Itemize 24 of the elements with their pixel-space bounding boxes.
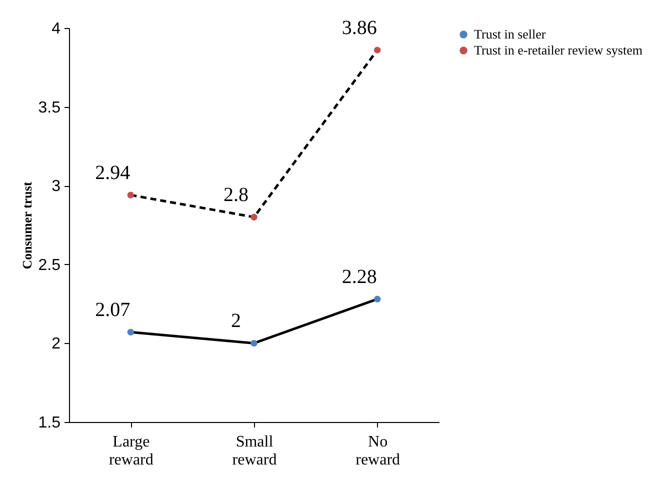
y-tick-label: 2.5 [38,256,61,274]
data-label: 2.94 [95,162,130,184]
point [127,328,134,336]
point [250,214,258,220]
point [374,46,381,54]
x-tick-label: No reward [356,434,400,468]
data-label: 3.86 [342,17,377,40]
y-tick-label: 3.5 [38,99,61,116]
y-tick-label: 2 [52,336,61,353]
data-label: 2.07 [95,299,130,322]
y-tick-label: 4 [52,20,61,38]
y-axis-title: Consumer trust [19,181,34,270]
x-tick-label: Large reward [108,434,154,468]
legend-label: Trust in seller [474,26,546,42]
data-label: 2.28 [342,266,377,288]
x-tick-label: Small reward [232,434,277,468]
point [127,192,134,198]
legend-label: Trust in e-retailer review system [474,42,642,58]
point [250,340,258,347]
data-label: 2.8 [224,184,248,206]
data-label: 2 [231,310,241,332]
y-tick-label: 1.5 [38,414,61,432]
y-tick-label: 3 [52,178,61,196]
point [374,296,381,302]
